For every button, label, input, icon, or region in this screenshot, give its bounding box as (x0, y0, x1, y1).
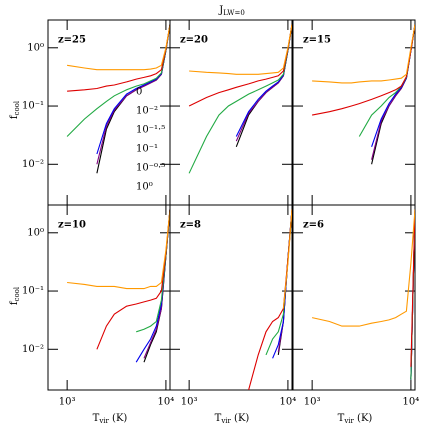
panel-label: z=8 (180, 220, 201, 231)
y-axis-label: fcool (9, 100, 22, 119)
series-line (96, 209, 170, 350)
x-axis-label: Tvir (K) (93, 413, 128, 426)
panel-frame (292, 204, 416, 391)
y-tick-label: 10⁻¹ (22, 286, 44, 297)
series-line (136, 209, 170, 333)
y-tick-label: 10⁻¹ (22, 101, 44, 112)
series-line (282, 209, 292, 309)
y-axis-label: fcool (9, 286, 22, 305)
series-line (410, 209, 415, 367)
series-line (67, 24, 170, 92)
x-tick-label: 10⁴ (403, 397, 420, 408)
panel: 10³ 10⁴ z=8 (169, 204, 297, 408)
series-line (235, 24, 292, 137)
panel: z=20 (169, 19, 293, 206)
panel-frame (47, 204, 171, 391)
series-line (67, 24, 170, 71)
panel-label: z=25 (58, 35, 86, 46)
panel: 10³ 10⁴ 10⁰ 10⁻¹ 10⁻² z=10 (22, 204, 175, 408)
legend-entry: 10⁻¹ (136, 144, 158, 155)
x-tick-label: 10⁴ (158, 397, 175, 408)
series-line (265, 209, 292, 356)
panel-label: z=6 (303, 220, 324, 231)
x-axis-label: Tvir (K) (338, 413, 373, 426)
y-tick-label: 10⁻² (22, 159, 44, 170)
x-tick-label: 10⁴ (280, 397, 297, 408)
legend-entry: 0 (136, 87, 142, 98)
series-line (311, 209, 415, 327)
panel: 10³ 10⁴ z=6 (292, 204, 420, 408)
series-line (188, 24, 292, 107)
x-axis-label: Tvir (K) (215, 413, 250, 426)
series-line (371, 24, 415, 147)
y-tick-label: 10⁰ (27, 227, 44, 238)
panel-frame (292, 19, 416, 206)
series-line (66, 24, 170, 137)
x-tick-label: 10³ (59, 397, 76, 408)
y-tick-label: 10⁰ (27, 42, 44, 53)
series-line (312, 24, 415, 84)
panel: z=15 (292, 19, 416, 206)
x-tick-label: 10³ (304, 397, 321, 408)
legend-entry: 10⁰ (136, 182, 153, 193)
panel: 10⁰ 10⁻¹ 10⁻² z=25 0 10⁻² 10⁻¹·⁵ 10⁻¹ 10⁻⁰·⁵ 10⁰ (22, 19, 171, 206)
panel-frame (169, 204, 293, 391)
series-line (96, 24, 170, 165)
panel-label: z=15 (303, 35, 331, 46)
panel-label: z=10 (58, 220, 86, 231)
panel-label: z=20 (180, 35, 208, 46)
series-line (371, 24, 415, 160)
legend-entry: 10⁻⁰·⁵ (136, 163, 165, 174)
figure-title: JLW=0 (218, 5, 245, 18)
series-line (189, 24, 292, 75)
series-line (67, 209, 170, 290)
legend-entry: 10⁻² (136, 106, 158, 117)
x-tick-label: 10³ (181, 397, 198, 408)
series-line (235, 24, 292, 147)
series-line (311, 24, 415, 116)
series-line (235, 24, 292, 142)
y-tick-label: 10⁻² (22, 344, 44, 355)
panel-frame (169, 19, 293, 206)
series-line (188, 24, 292, 174)
legend-entry: 10⁻¹·⁵ (136, 125, 165, 136)
series-line (96, 24, 170, 174)
series-line (143, 209, 170, 359)
